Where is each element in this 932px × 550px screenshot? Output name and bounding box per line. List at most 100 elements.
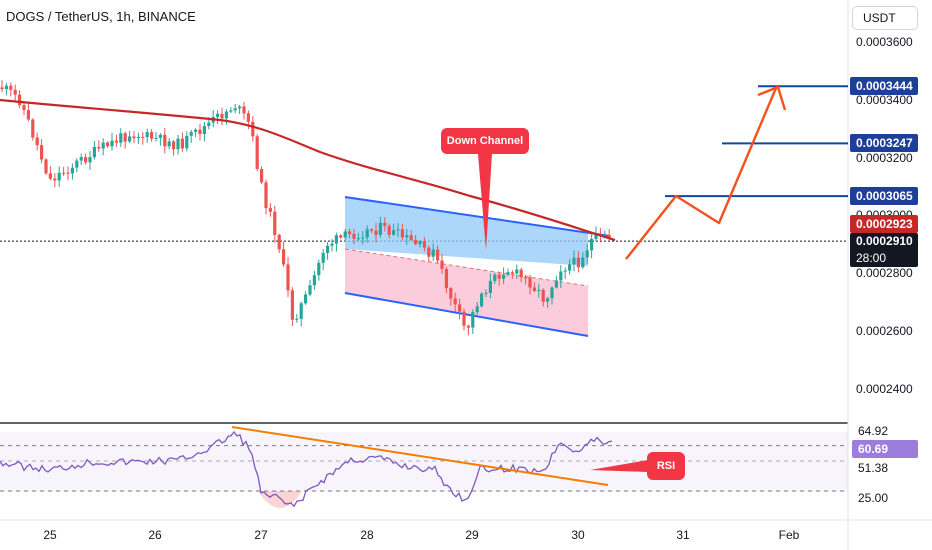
rsi-callout-pointer <box>590 460 648 472</box>
candle-body <box>594 233 598 239</box>
candle-body <box>295 318 299 320</box>
candle-body <box>114 140 118 143</box>
candle-body <box>546 298 550 302</box>
candle-body <box>172 141 176 150</box>
moving-average-line <box>0 98 616 242</box>
price-tick: 0.0002400 <box>856 382 913 396</box>
candle-body <box>106 142 110 147</box>
rsi-line <box>0 430 613 508</box>
candle-body <box>374 230 378 235</box>
rsi-tick: 51.38 <box>858 461 889 475</box>
candle-body <box>383 222 387 226</box>
channel-upper-fill <box>345 197 588 266</box>
candle-body <box>194 129 198 132</box>
target-1-price-label: 0.0003065 <box>850 187 918 205</box>
candle-body <box>264 182 268 209</box>
candle-body <box>282 249 286 265</box>
candle-body <box>119 133 123 143</box>
candle-body <box>255 136 259 169</box>
candle-body <box>414 239 418 245</box>
candle-body <box>528 277 532 288</box>
candle-body <box>277 234 281 250</box>
candle-body <box>462 311 466 326</box>
candle-body <box>396 229 400 231</box>
channel-midline <box>344 248 589 287</box>
candle-body <box>66 172 70 174</box>
candle-body <box>493 274 497 281</box>
candle-body <box>216 113 220 117</box>
candle-body <box>158 134 162 138</box>
candle-body <box>75 160 79 168</box>
candle-body <box>444 268 448 289</box>
candle-body <box>387 225 391 235</box>
candle-body <box>79 157 83 161</box>
candle-body <box>440 260 444 269</box>
rsi-tick: 64.92 <box>858 424 889 438</box>
candle-body <box>585 250 589 258</box>
last-price-label: 0.0002910 28:00 <box>850 233 918 267</box>
candle-body <box>136 136 140 139</box>
candle-body <box>431 249 435 257</box>
candle-body <box>497 274 501 279</box>
channel-lower-fill <box>345 249 588 336</box>
candle-body <box>304 294 308 304</box>
candle-body <box>466 325 470 328</box>
candle-body <box>321 253 325 263</box>
candle-body <box>22 105 26 111</box>
candle-body <box>92 146 96 158</box>
candle-body <box>458 304 462 312</box>
candle-body <box>44 159 48 174</box>
candle-body <box>330 243 334 246</box>
candle-body <box>356 238 360 240</box>
candle-body <box>128 136 132 142</box>
candle-body <box>488 280 492 293</box>
candle-body <box>352 233 356 239</box>
candle-body <box>532 287 536 291</box>
price-tick: 0.0002600 <box>856 324 913 338</box>
candle-body <box>317 262 321 276</box>
candle-body <box>26 110 30 120</box>
candle-body <box>427 247 431 257</box>
candle-body <box>409 235 413 240</box>
candle-body <box>563 270 567 272</box>
candle-body <box>4 85 8 90</box>
candle-body <box>189 131 193 136</box>
candle-body <box>400 229 404 238</box>
candle-body <box>167 141 171 147</box>
candle-body <box>260 168 264 183</box>
time-tick: 30 <box>571 528 585 542</box>
candle-body <box>348 231 352 234</box>
time-tick: 31 <box>676 528 690 542</box>
candle-body <box>299 303 303 319</box>
candle-body <box>273 211 277 235</box>
candle-body <box>326 245 330 254</box>
candle-body <box>480 293 484 307</box>
candle-body <box>40 145 44 160</box>
candle-body <box>550 287 554 299</box>
candle-body <box>361 237 365 239</box>
candle-body <box>48 173 52 179</box>
candle-body <box>576 257 580 268</box>
candle-body <box>35 137 39 146</box>
candle-body <box>57 172 61 181</box>
candle-body <box>229 110 233 112</box>
currency-button[interactable]: USDT <box>852 6 918 30</box>
candle-body <box>176 138 180 150</box>
candle-body <box>286 264 290 291</box>
candle-body <box>132 136 136 139</box>
moving-average-price-label: 0.0002923 <box>850 215 918 233</box>
candle-body <box>475 306 479 313</box>
candle-body <box>343 231 347 238</box>
candle-body <box>220 113 224 119</box>
candle-body <box>559 271 563 281</box>
candle-body <box>370 229 374 231</box>
candle-body <box>84 157 88 163</box>
candle-body <box>0 87 4 90</box>
candle-body <box>506 272 510 275</box>
rsi-band-fill <box>0 432 848 492</box>
candle-body <box>185 135 189 149</box>
candle-body <box>97 146 101 149</box>
rsi-callout: RSI <box>647 452 685 480</box>
candle-body <box>392 230 396 235</box>
